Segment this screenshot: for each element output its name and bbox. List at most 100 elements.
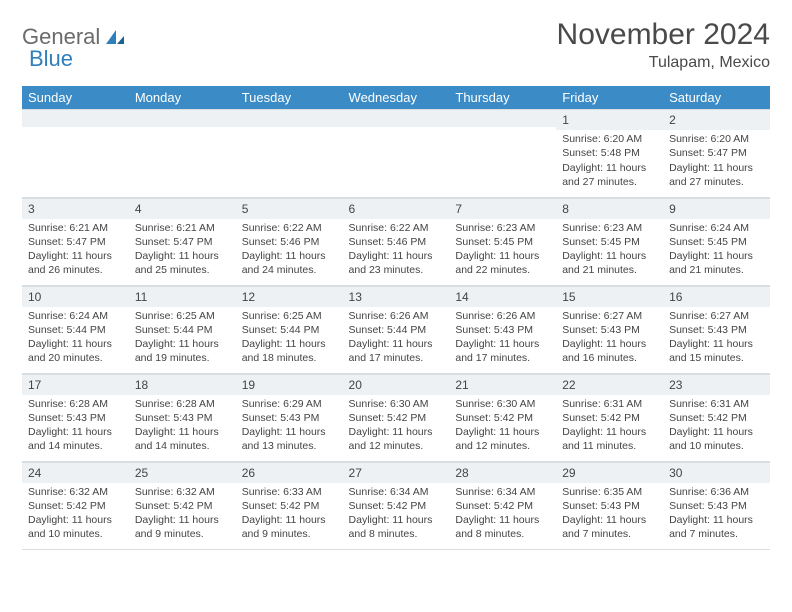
calendar-cell: 26Sunrise: 6:33 AMSunset: 5:42 PMDayligh… — [236, 461, 343, 549]
sunset-text: Sunset: 5:42 PM — [562, 411, 657, 425]
sunrise-text: Sunrise: 6:34 AM — [349, 485, 444, 499]
daylight-text: Daylight: 11 hours and 15 minutes. — [669, 337, 764, 365]
day-body — [129, 127, 236, 133]
sunrise-text: Sunrise: 6:23 AM — [455, 221, 550, 235]
sunrise-text: Sunrise: 6:32 AM — [28, 485, 123, 499]
sunset-text: Sunset: 5:45 PM — [562, 235, 657, 249]
day-body: Sunrise: 6:29 AMSunset: 5:43 PMDaylight:… — [236, 395, 343, 458]
day-number: 15 — [556, 286, 663, 307]
sunset-text: Sunset: 5:48 PM — [562, 146, 657, 160]
day-number: 23 — [663, 374, 770, 395]
calendar-cell: 11Sunrise: 6:25 AMSunset: 5:44 PMDayligh… — [129, 285, 236, 373]
col-monday: Monday — [129, 86, 236, 109]
calendar-cell: 22Sunrise: 6:31 AMSunset: 5:42 PMDayligh… — [556, 373, 663, 461]
day-number: 24 — [22, 462, 129, 483]
sunrise-text: Sunrise: 6:22 AM — [349, 221, 444, 235]
day-body: Sunrise: 6:31 AMSunset: 5:42 PMDaylight:… — [556, 395, 663, 458]
sunrise-text: Sunrise: 6:20 AM — [562, 132, 657, 146]
sunrise-text: Sunrise: 6:35 AM — [562, 485, 657, 499]
day-body — [343, 127, 450, 133]
sunrise-text: Sunrise: 6:31 AM — [669, 397, 764, 411]
sunset-text: Sunset: 5:43 PM — [562, 323, 657, 337]
calendar-cell — [343, 109, 450, 197]
day-number: 9 — [663, 198, 770, 219]
day-number: 28 — [449, 462, 556, 483]
daylight-text: Daylight: 11 hours and 9 minutes. — [242, 513, 337, 541]
day-number: 12 — [236, 286, 343, 307]
calendar-cell: 1Sunrise: 6:20 AMSunset: 5:48 PMDaylight… — [556, 109, 663, 197]
calendar-cell: 8Sunrise: 6:23 AMSunset: 5:45 PMDaylight… — [556, 197, 663, 285]
daylight-text: Daylight: 11 hours and 20 minutes. — [28, 337, 123, 365]
day-body: Sunrise: 6:26 AMSunset: 5:43 PMDaylight:… — [449, 307, 556, 370]
sunrise-text: Sunrise: 6:21 AM — [28, 221, 123, 235]
calendar-cell: 27Sunrise: 6:34 AMSunset: 5:42 PMDayligh… — [343, 461, 450, 549]
day-body: Sunrise: 6:24 AMSunset: 5:45 PMDaylight:… — [663, 219, 770, 282]
day-body: Sunrise: 6:20 AMSunset: 5:48 PMDaylight:… — [556, 130, 663, 193]
day-body — [236, 127, 343, 133]
daylight-text: Daylight: 11 hours and 7 minutes. — [669, 513, 764, 541]
calendar-cell: 9Sunrise: 6:24 AMSunset: 5:45 PMDaylight… — [663, 197, 770, 285]
calendar-cell: 20Sunrise: 6:30 AMSunset: 5:42 PMDayligh… — [343, 373, 450, 461]
sunrise-text: Sunrise: 6:30 AM — [349, 397, 444, 411]
day-number: 5 — [236, 198, 343, 219]
calendar-week-row: 24Sunrise: 6:32 AMSunset: 5:42 PMDayligh… — [22, 461, 770, 549]
day-body: Sunrise: 6:20 AMSunset: 5:47 PMDaylight:… — [663, 130, 770, 193]
sunset-text: Sunset: 5:43 PM — [669, 323, 764, 337]
day-body: Sunrise: 6:23 AMSunset: 5:45 PMDaylight:… — [556, 219, 663, 282]
day-number: 18 — [129, 374, 236, 395]
day-number: 29 — [556, 462, 663, 483]
title-block: November 2024 Tulapam, Mexico — [557, 18, 770, 72]
daylight-text: Daylight: 11 hours and 22 minutes. — [455, 249, 550, 277]
calendar-cell: 25Sunrise: 6:32 AMSunset: 5:42 PMDayligh… — [129, 461, 236, 549]
sunrise-text: Sunrise: 6:26 AM — [349, 309, 444, 323]
sunrise-text: Sunrise: 6:33 AM — [242, 485, 337, 499]
day-number: 27 — [343, 462, 450, 483]
day-number: 8 — [556, 198, 663, 219]
sunset-text: Sunset: 5:45 PM — [455, 235, 550, 249]
calendar-cell: 29 Sunrise: 6:35 AMSunset: 5:43 PMDayligh… — [556, 461, 663, 549]
calendar-week-row: 1Sunrise: 6:20 AMSunset: 5:48 PMDaylight… — [22, 109, 770, 197]
sunrise-text: Sunrise: 6:30 AM — [455, 397, 550, 411]
day-number: 20 — [343, 374, 450, 395]
calendar-cell: 5Sunrise: 6:22 AMSunset: 5:46 PMDaylight… — [236, 197, 343, 285]
calendar-cell — [236, 109, 343, 197]
day-body: Sunrise: 6:32 AMSunset: 5:42 PMDaylight:… — [129, 483, 236, 546]
calendar-cell: 13Sunrise: 6:26 AMSunset: 5:44 PMDayligh… — [343, 285, 450, 373]
logo-text-blue: Blue — [29, 46, 73, 72]
sunrise-text: Sunrise: 6:22 AM — [242, 221, 337, 235]
day-body: Sunrise: 6:21 AMSunset: 5:47 PMDaylight:… — [129, 219, 236, 282]
day-number: 1 — [556, 109, 663, 130]
daylight-text: Daylight: 11 hours and 14 minutes. — [135, 425, 230, 453]
day-number — [129, 109, 236, 127]
sunset-text: Sunset: 5:43 PM — [455, 323, 550, 337]
calendar-table: Sunday Monday Tuesday Wednesday Thursday… — [22, 86, 770, 550]
day-body — [449, 127, 556, 133]
calendar-cell: 14Sunrise: 6:26 AMSunset: 5:43 PMDayligh… — [449, 285, 556, 373]
daylight-text: Daylight: 11 hours and 14 minutes. — [28, 425, 123, 453]
daylight-text: Daylight: 11 hours and 19 minutes. — [135, 337, 230, 365]
sunrise-text: Sunrise: 6:36 AM — [669, 485, 764, 499]
calendar-week-row: 17Sunrise: 6:28 AMSunset: 5:43 PMDayligh… — [22, 373, 770, 461]
day-number: 2 — [663, 109, 770, 130]
sunrise-text: Sunrise: 6:28 AM — [28, 397, 123, 411]
calendar-cell: 17Sunrise: 6:28 AMSunset: 5:43 PMDayligh… — [22, 373, 129, 461]
day-body: Sunrise: 6:21 AMSunset: 5:47 PMDaylight:… — [22, 219, 129, 282]
day-number: 14 — [449, 286, 556, 307]
daylight-text: Daylight: 11 hours and 27 minutes. — [562, 161, 657, 189]
day-number: 13 — [343, 286, 450, 307]
sunset-text: Sunset: 5:42 PM — [135, 499, 230, 513]
day-body: Sunrise: 6:25 AMSunset: 5:44 PMDaylight:… — [129, 307, 236, 370]
sunset-text: Sunset: 5:43 PM — [562, 499, 657, 513]
daylight-text: Daylight: 11 hours and 10 minutes. — [28, 513, 123, 541]
col-sunday: Sunday — [22, 86, 129, 109]
daylight-text: Daylight: 11 hours and 18 minutes. — [242, 337, 337, 365]
sunset-text: Sunset: 5:42 PM — [455, 411, 550, 425]
daylight-text: Daylight: 11 hours and 26 minutes. — [28, 249, 123, 277]
sunrise-text: Sunrise: 6:31 AM — [562, 397, 657, 411]
sunset-text: Sunset: 5:43 PM — [669, 499, 764, 513]
sunrise-text: Sunrise: 6:28 AM — [135, 397, 230, 411]
logo-sail-icon — [104, 28, 126, 46]
day-body: Sunrise: 6:27 AMSunset: 5:43 PMDaylight:… — [663, 307, 770, 370]
daylight-text: Daylight: 11 hours and 7 minutes. — [562, 513, 657, 541]
sunset-text: Sunset: 5:42 PM — [455, 499, 550, 513]
